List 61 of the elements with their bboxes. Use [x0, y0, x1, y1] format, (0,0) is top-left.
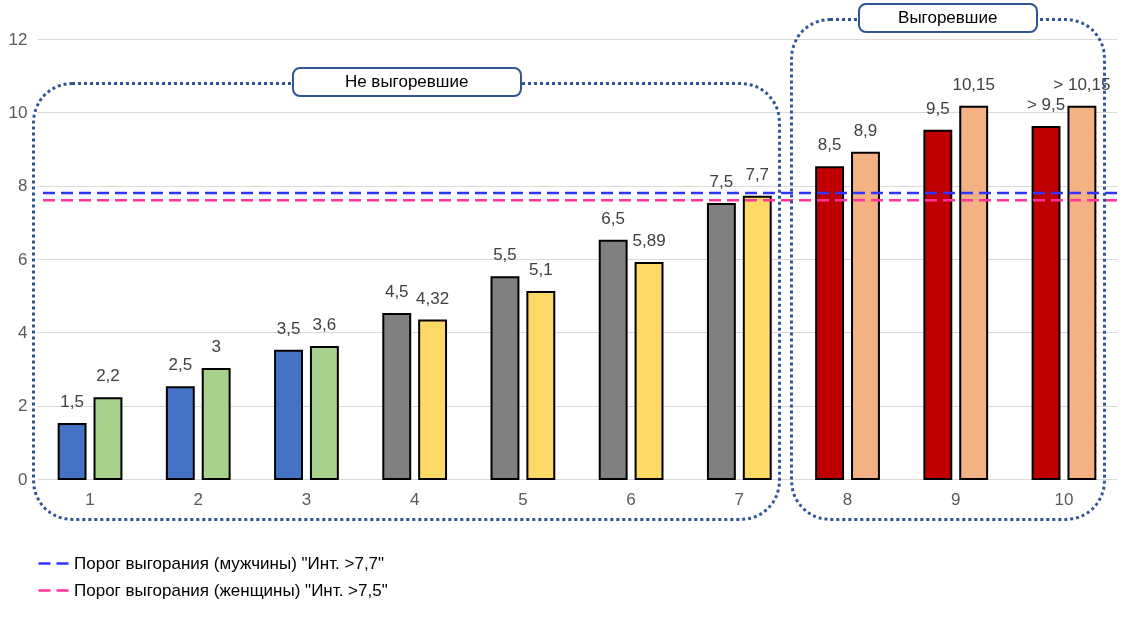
data-label: 5,5: [493, 245, 517, 265]
y-tick-label: 4: [18, 322, 28, 342]
x-tick-label: 8: [842, 489, 853, 509]
bar: [851, 151, 880, 480]
bar: [1067, 105, 1097, 480]
label-box: Выгоревшие: [857, 3, 1038, 34]
bar: [526, 291, 556, 480]
data-label: > 10,15: [1053, 74, 1111, 94]
data-label: 5,89: [632, 231, 666, 251]
bar: [93, 397, 123, 480]
bar: [815, 166, 845, 480]
x-tick-label: 5: [518, 489, 528, 509]
y-tick-label: 0: [18, 469, 28, 489]
data-label: 6,5: [601, 208, 625, 228]
y-tick-label: 2: [18, 396, 28, 416]
data-label: 7,7: [745, 164, 770, 184]
x-tick-label: 6: [626, 489, 636, 509]
bar: [274, 349, 303, 480]
bar: [634, 262, 664, 480]
y-tick-label: 10: [8, 102, 28, 122]
data-label: 1,5: [60, 392, 84, 411]
data-label: > 9,5: [1026, 95, 1066, 114]
bar: [598, 239, 628, 480]
data-label: 8,9: [853, 120, 878, 140]
data-label: 2,2: [96, 366, 120, 386]
label-box: Не выгоревшие: [291, 67, 522, 98]
bar: [959, 105, 989, 480]
x-tick-label: 4: [409, 489, 420, 509]
y-tick-label: 12: [8, 29, 28, 49]
bar: [382, 313, 412, 480]
data-label: 3,5: [276, 318, 301, 338]
x-tick-label: 7: [734, 489, 745, 509]
data-label: 5,1: [529, 260, 553, 279]
bar: [165, 386, 195, 480]
x-tick-label: 10: [1054, 489, 1074, 509]
x-tick-label: 2: [193, 489, 203, 509]
y-tick-label: 6: [18, 249, 28, 269]
bar: [1031, 126, 1061, 480]
data-label: 4,5: [384, 282, 409, 301]
legend-label: Порог выгорания (мужчины) "Инт. >7,7": [74, 553, 385, 573]
data-label: 9,5: [926, 98, 950, 118]
bar: [418, 319, 448, 480]
y-tick-label: 8: [18, 176, 28, 196]
bar: [742, 195, 772, 480]
data-label: 7,5: [709, 172, 734, 191]
bar: [309, 346, 339, 480]
data-label: 3: [211, 337, 221, 356]
bar: [490, 276, 520, 480]
data-label: 10,15: [952, 74, 995, 94]
data-label: 4,32: [416, 288, 450, 308]
bar: [706, 203, 736, 480]
bar: [201, 368, 231, 480]
bar: [923, 129, 953, 480]
x-tick-label: 3: [301, 489, 312, 509]
legend-label: Порог выгорания (женщины) "Инт. >7,5": [74, 580, 388, 600]
data-label: 8,5: [817, 135, 842, 155]
x-tick-label: 1: [85, 489, 95, 509]
data-label: 3,6: [312, 315, 337, 334]
x-tick-label: 9: [951, 489, 961, 509]
bar: [57, 423, 87, 480]
data-label: 2,5: [168, 355, 193, 375]
